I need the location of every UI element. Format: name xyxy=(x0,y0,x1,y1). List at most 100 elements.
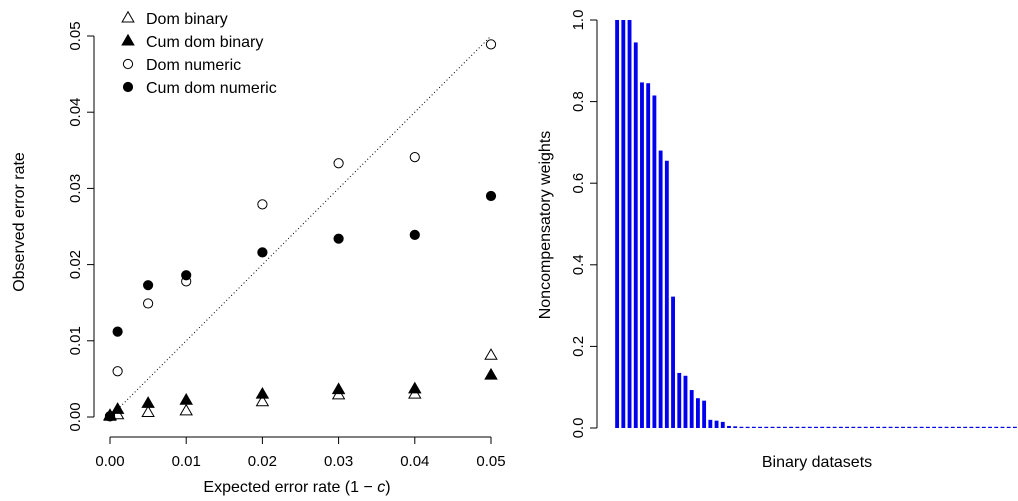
data-point xyxy=(141,405,155,417)
bar xyxy=(932,426,937,428)
bar xyxy=(801,426,806,428)
data-point xyxy=(484,367,498,380)
x-tick-label: 0.05 xyxy=(476,453,505,470)
bar xyxy=(1012,426,1017,428)
bar xyxy=(621,20,626,428)
bar xyxy=(944,426,949,428)
bar xyxy=(925,426,930,428)
data-point xyxy=(110,402,125,414)
data-point xyxy=(179,403,193,416)
data-point xyxy=(409,229,420,240)
legend-marker xyxy=(121,10,135,23)
bar xyxy=(901,426,905,428)
x-tick-label: 0.03 xyxy=(324,453,353,470)
bar xyxy=(938,426,943,428)
y-tick-label: 0.01 xyxy=(67,326,84,355)
data-point xyxy=(257,199,268,210)
legend-marker xyxy=(122,81,134,93)
scatter-points xyxy=(103,39,498,422)
x-axis-title: Expected error rate (1 − c) xyxy=(203,479,390,496)
legend-marker xyxy=(121,33,135,46)
legend: Dom binary Cum dom binary Dom numeric Cum d… xyxy=(121,10,277,97)
bar xyxy=(664,160,669,428)
bar xyxy=(919,426,924,428)
y-axis-title: Noncompensatory weights xyxy=(537,131,554,320)
legend-label: Dom numeric xyxy=(146,57,241,74)
bar xyxy=(640,82,644,428)
data-point xyxy=(485,190,497,202)
bar xyxy=(615,20,620,428)
bar xyxy=(994,426,999,428)
x-tick-label: 0.02 xyxy=(248,453,277,470)
y-tick-label: 0.4 xyxy=(570,254,587,275)
bar xyxy=(751,426,756,428)
y-tick-label: 0.6 xyxy=(570,173,587,194)
bar xyxy=(683,375,688,428)
bar xyxy=(907,426,912,428)
bar xyxy=(814,426,818,428)
bar xyxy=(658,150,663,428)
bar xyxy=(795,426,800,428)
data-point xyxy=(333,233,344,244)
bar xyxy=(963,426,968,428)
legend-marker xyxy=(122,58,134,70)
data-point xyxy=(179,393,193,405)
bars xyxy=(615,20,1017,429)
bar xyxy=(882,426,887,428)
bar xyxy=(652,95,657,428)
data-point xyxy=(484,348,498,360)
bar xyxy=(988,426,992,428)
y-axis-title: Observed error rate xyxy=(11,152,28,292)
data-point xyxy=(257,247,268,258)
error-rate-scatter-panel: 0.00 0.01 0.02 0.03 0.04 0.05 0.000.010.020.0… xyxy=(11,10,506,496)
bar xyxy=(776,426,781,428)
data-point xyxy=(331,382,346,395)
bar xyxy=(845,426,850,428)
y-tick-label: 0.0 xyxy=(570,418,587,439)
bar xyxy=(758,426,762,428)
bar xyxy=(720,421,725,428)
y-tick-label: 1.0 xyxy=(570,10,587,31)
bar xyxy=(820,426,825,428)
bar xyxy=(1000,426,1005,428)
noncompensatory-weights-bar-panel: 0.0 0.2 0.4 0.6 0.8 1.0 Binary datasets Nonco… xyxy=(537,10,1017,471)
bar xyxy=(627,20,632,428)
y-tick-label: 0.8 xyxy=(570,91,587,112)
x-tick-label: 0.04 xyxy=(400,453,429,470)
y-tick-label: 0.02 xyxy=(67,250,84,279)
legend-label: Cum dom binary xyxy=(146,34,263,51)
data-point xyxy=(104,411,116,422)
bar xyxy=(789,426,794,428)
x-axis: 0.00 0.01 0.02 0.03 0.04 0.05 xyxy=(95,436,506,470)
data-point xyxy=(112,366,123,377)
legend-label: Dom binary xyxy=(146,11,228,28)
data-point xyxy=(112,326,123,337)
data-point xyxy=(255,386,270,399)
bar xyxy=(888,426,893,428)
bar xyxy=(894,426,899,428)
bar xyxy=(727,425,731,428)
bar xyxy=(863,426,868,428)
bar xyxy=(733,426,738,428)
bar xyxy=(702,400,707,428)
bar xyxy=(807,426,812,428)
bar xyxy=(851,426,856,428)
bar xyxy=(969,426,974,428)
x-tick-label: 0.01 xyxy=(172,453,201,470)
legend-label: Cum dom numeric xyxy=(146,80,277,97)
bar xyxy=(708,419,713,428)
bar xyxy=(695,398,700,428)
bar xyxy=(782,426,787,428)
data-point xyxy=(143,280,154,291)
bar xyxy=(770,426,775,428)
bar xyxy=(633,42,638,428)
y-axis: 0.0 0.2 0.4 0.6 0.8 1.0 xyxy=(570,10,598,439)
data-point xyxy=(143,298,154,309)
bar xyxy=(826,426,831,428)
data-point xyxy=(181,270,192,281)
bar xyxy=(870,426,874,428)
data-point xyxy=(408,381,422,394)
x-axis-title: Binary datasets xyxy=(762,454,872,471)
bar xyxy=(745,426,750,428)
